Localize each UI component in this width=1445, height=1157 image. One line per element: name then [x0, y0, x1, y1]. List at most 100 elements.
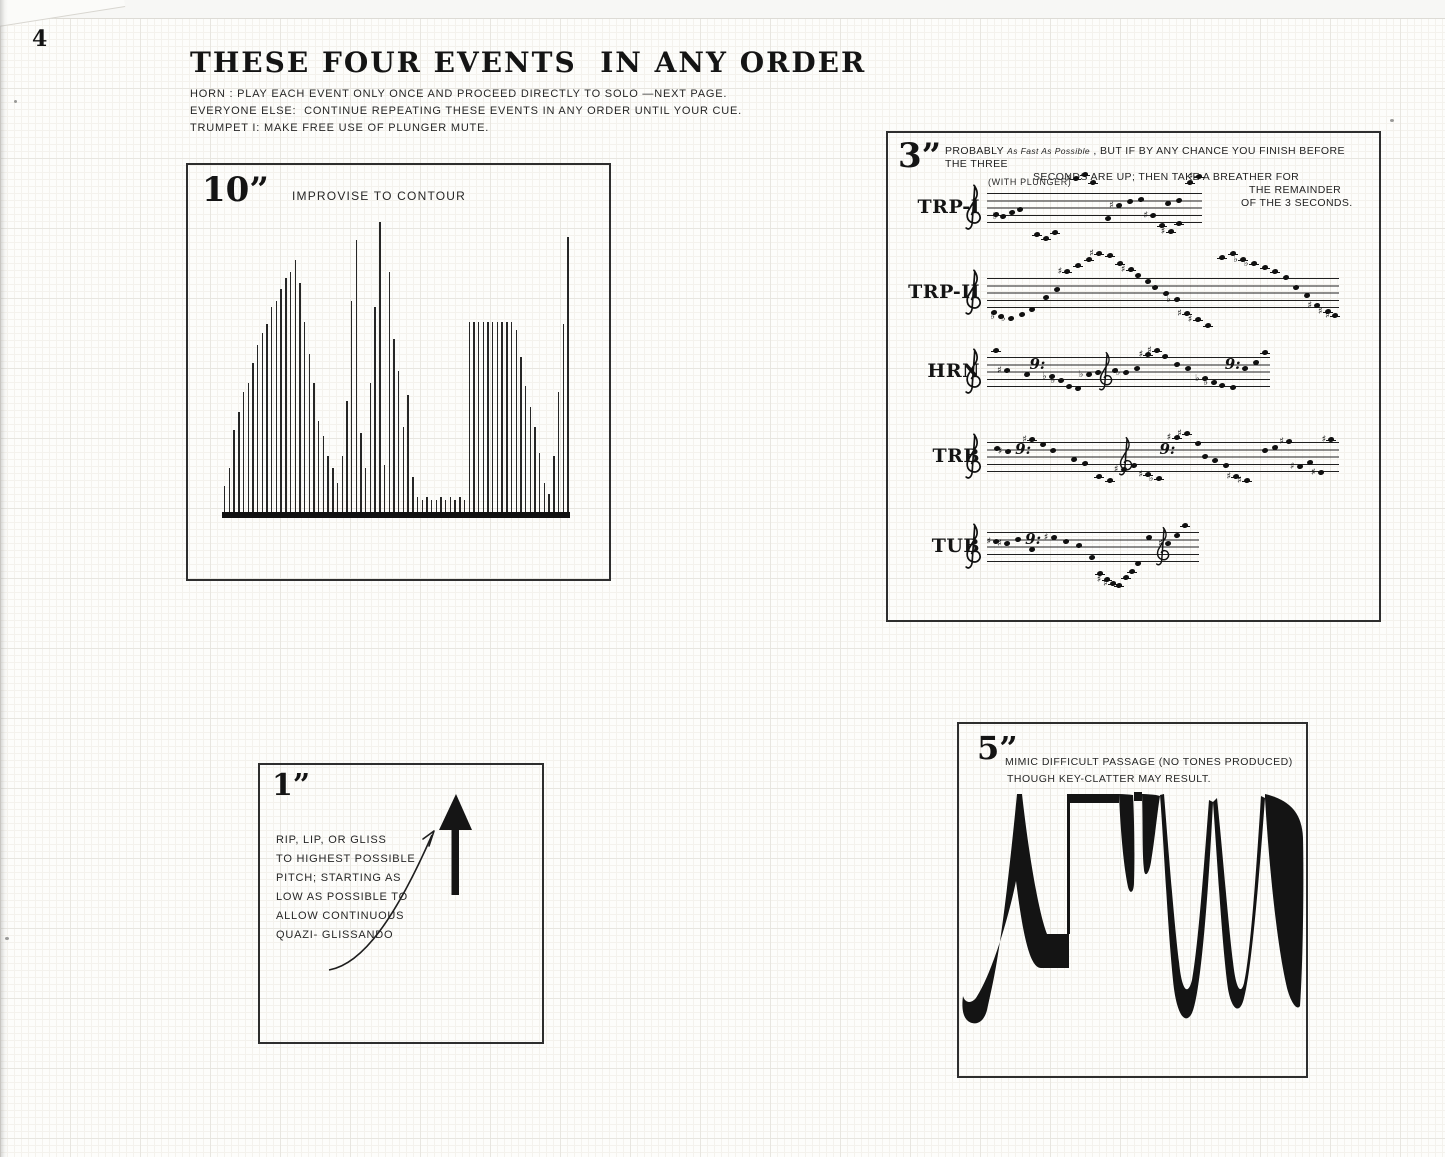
note-dot: [1250, 260, 1258, 267]
scan-speck: [14, 100, 17, 103]
contour-bar: [332, 468, 334, 512]
contour-bar: [261, 333, 263, 512]
note-dot: [1261, 264, 1269, 271]
contour-bar: [529, 407, 532, 512]
sharp-sign: ♯: [1160, 226, 1166, 237]
contour-bar: [463, 500, 466, 512]
caption-line: THOUGH KEY-CLATTER MAY RESULT.: [1007, 773, 1212, 785]
sharp-sign: ♯: [996, 538, 1002, 549]
contour-bar: [280, 289, 282, 512]
sharp-sign: ♯: [1138, 349, 1144, 360]
contour-bar: [435, 500, 437, 512]
contour-bar: [303, 322, 306, 512]
scan-speck: [1390, 119, 1394, 122]
sharp-sign: ♯: [1066, 173, 1071, 184]
contour-bar: [299, 283, 301, 512]
contour-bar: [473, 322, 475, 512]
note-dot: [1122, 574, 1130, 581]
treble-clef-icon: [963, 183, 983, 233]
contour-bar: [477, 322, 480, 512]
contour-bar: [322, 436, 325, 512]
note-seg: , BUT IF BY ANY CHANCE YOU FINISH BEFORE…: [945, 145, 1345, 170]
flat-sign: ♭: [990, 311, 996, 322]
sharp-sign: ♯: [1158, 538, 1163, 549]
staff-row: TRP-I ♭ ♯ ♯ ♯ ♯ ♯: [918, 171, 1204, 242]
sharp-sign: ♯: [1177, 428, 1182, 439]
note-dot: [1051, 229, 1058, 236]
note-dot: [1331, 312, 1339, 319]
flat-sign: ♭: [1203, 377, 1209, 388]
contour-bar: [336, 483, 339, 512]
staff-label: TRP-I: [917, 196, 980, 218]
contour-bar: [520, 357, 522, 512]
flat-sign: ♭: [1042, 371, 1047, 382]
contour-bar: [350, 301, 353, 512]
staff-label: HRN: [927, 360, 980, 382]
sharp-sign: ♯: [1138, 469, 1143, 480]
contour-bar: [247, 383, 249, 512]
note-dot: [1218, 254, 1226, 261]
contour-baseline: [222, 512, 570, 518]
contour-bar: [496, 322, 499, 512]
contour-bar: [506, 322, 508, 512]
contour-bar: [440, 497, 442, 512]
contour-bar: [374, 307, 376, 512]
note-dot: [1028, 306, 1036, 313]
contour-bar: [454, 500, 456, 512]
note-seg-small: As Fast As Possible: [1007, 146, 1091, 156]
contour-bar: [416, 497, 419, 512]
note-dot: [1194, 316, 1202, 323]
flat-sign: ♭: [1115, 367, 1121, 378]
gliss-text-line: ALLOW CONTINUOUS: [276, 910, 405, 922]
contour-bar: [492, 322, 494, 512]
flat-sign: ♭: [1244, 258, 1249, 269]
contour-bar: [379, 222, 381, 512]
contour-bar: [468, 322, 470, 512]
note-dot: [1183, 430, 1191, 437]
note-dot: [1218, 382, 1226, 389]
sharp-sign: ♯: [1236, 475, 1242, 486]
contour-bar: [313, 383, 315, 512]
sharp-sign: ♯: [1113, 464, 1119, 475]
note-dot: [1074, 385, 1082, 392]
sharp-sign: ♯: [997, 446, 1003, 457]
bass-clef-icon: 9:: [1159, 440, 1176, 458]
contour-bar: [294, 260, 296, 512]
bass-clef-icon: 9:: [1015, 440, 1032, 458]
bass-clef-icon: 9:: [1029, 355, 1046, 373]
note-dot: [1167, 228, 1175, 235]
note-dot: [1095, 250, 1103, 257]
instruction-line: TRUMPET I: MAKE FREE USE OF PLUNGER MUTE…: [190, 122, 490, 134]
note-dot: [1175, 220, 1183, 227]
event-box-3s: 3” PROBABLY As Fast As Possible , BUT IF…: [886, 131, 1381, 622]
treble-clef-icon: [963, 522, 983, 572]
contour-bar: [341, 456, 343, 512]
calligraphic-strokes: [962, 792, 1304, 1024]
contour-bar: [501, 322, 503, 512]
contour-bar: [430, 500, 433, 512]
sharp-sign: ♯: [1187, 314, 1193, 325]
gliss-curve: [328, 834, 433, 971]
note-dot: [1007, 315, 1015, 322]
sharp-sign: ♯: [1146, 345, 1152, 356]
sharp-sign: ♯: [1310, 467, 1316, 478]
contour-bar: [407, 395, 409, 512]
contour-bar: [360, 433, 362, 512]
scan-shadow-left: [0, 0, 8, 1157]
note-dot: [1261, 349, 1268, 356]
contour-bar: [355, 240, 358, 512]
contour-bar: [365, 468, 367, 512]
page-number: 4: [32, 26, 48, 52]
note-dot: [1181, 522, 1189, 529]
contour-bar: [398, 371, 400, 512]
contour-bar: [534, 427, 536, 512]
contour-bar: [426, 497, 428, 512]
sharp-sign: ♯: [1177, 308, 1182, 319]
event-duration-10s: 10”: [202, 170, 269, 210]
sharp-sign: ♯: [1289, 461, 1295, 472]
performance-instructions: HORN : PLAY EACH EVENT ONLY ONCE AND PRO…: [190, 86, 742, 137]
key-clatter-graphic: [962, 792, 1304, 1024]
contour-bar: [308, 354, 311, 512]
contour-bar: [510, 322, 513, 512]
event-text-1s: RIP, LIP, OR GLISS TO HIGHEST POSSIBLE PIT…: [276, 831, 416, 945]
